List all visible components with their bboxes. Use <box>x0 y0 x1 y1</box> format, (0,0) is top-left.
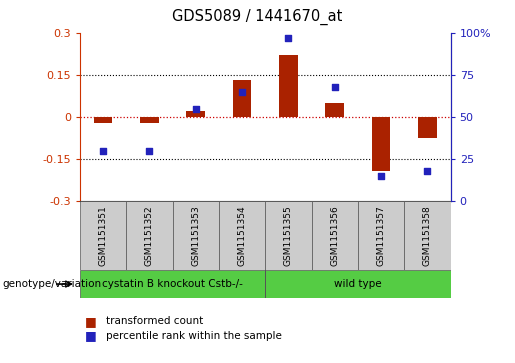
Text: GSM1151353: GSM1151353 <box>191 205 200 266</box>
Bar <box>80 270 265 298</box>
Bar <box>265 270 451 298</box>
Point <box>238 89 246 95</box>
Text: genotype/variation: genotype/variation <box>3 279 101 289</box>
Bar <box>279 55 298 117</box>
Bar <box>233 81 251 117</box>
Bar <box>80 201 126 270</box>
Bar <box>219 201 265 270</box>
Text: GSM1151355: GSM1151355 <box>284 205 293 266</box>
Bar <box>404 201 451 270</box>
Text: GSM1151356: GSM1151356 <box>330 205 339 266</box>
Text: GSM1151357: GSM1151357 <box>376 205 386 266</box>
Bar <box>186 111 205 117</box>
Bar <box>126 201 173 270</box>
Bar <box>173 201 219 270</box>
Point <box>331 84 339 90</box>
Bar <box>372 117 390 171</box>
Point <box>423 168 432 174</box>
Bar <box>358 201 404 270</box>
Bar <box>140 117 159 123</box>
Text: cystatin B knockout Cstb-/-: cystatin B knockout Cstb-/- <box>102 279 243 289</box>
Point <box>377 173 385 179</box>
Point <box>192 106 200 111</box>
Text: percentile rank within the sample: percentile rank within the sample <box>106 331 282 341</box>
Text: ■: ■ <box>85 329 97 342</box>
Bar <box>418 117 437 138</box>
Bar <box>325 103 344 117</box>
Text: ■: ■ <box>85 315 97 328</box>
Text: GSM1151358: GSM1151358 <box>423 205 432 266</box>
Text: GSM1151352: GSM1151352 <box>145 205 154 266</box>
Point <box>99 148 107 154</box>
Point <box>284 35 293 41</box>
Text: GSM1151354: GSM1151354 <box>237 205 247 266</box>
Text: GSM1151351: GSM1151351 <box>98 205 108 266</box>
Point <box>145 148 153 154</box>
Text: transformed count: transformed count <box>106 316 203 326</box>
Text: wild type: wild type <box>334 279 382 289</box>
Bar <box>265 201 312 270</box>
Bar <box>94 117 112 123</box>
Text: GDS5089 / 1441670_at: GDS5089 / 1441670_at <box>173 9 342 25</box>
Bar <box>312 201 358 270</box>
